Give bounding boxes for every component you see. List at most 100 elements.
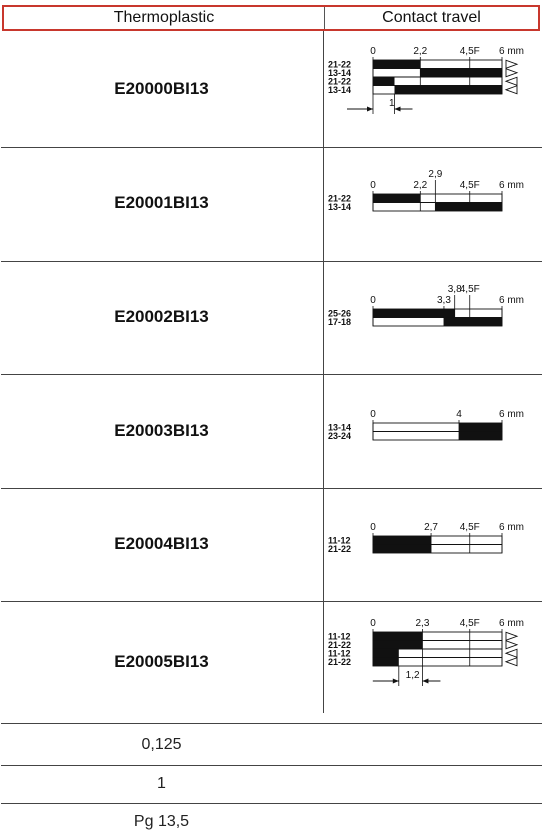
tick-label: 4,5F [460, 284, 480, 295]
tick-label: 2,7 [424, 522, 438, 533]
row-separator [1, 723, 542, 724]
contact-closed-segment [373, 536, 432, 545]
contact-travel-diagram: 0 2,3 4,5F 6 mm 11-12 21-22 11-12 21-22 1,2 [325, 610, 540, 715]
tick-label: 0 [370, 409, 376, 420]
contact-travel-diagram: 0 2,2 2,9 4,5F 6 mm 21-22 13-14 [325, 158, 540, 250]
contact-closed-segment [373, 60, 421, 69]
contact-label: 17-18 [328, 317, 351, 327]
contact-label: 25-26 [328, 309, 351, 319]
contact-travel-diagram: 0 2,2 4,5F 6 mm 21-22 13-14 21-22 13-14 1 [325, 38, 540, 143]
product-code: E20002BI13 [114, 307, 209, 326]
tick-label: 2,9 [428, 169, 442, 180]
contact-label: 21-22 [328, 657, 351, 667]
direction-arrow-icon [504, 657, 518, 667]
row-separator [1, 261, 542, 262]
tick-label: 0 [370, 180, 376, 191]
direction-arrow-icon [505, 68, 519, 78]
tick-label: 6 mm [499, 295, 524, 306]
contact-label: 11-12 [328, 632, 351, 642]
direction-arrow-icon [505, 631, 519, 641]
row-separator [1, 765, 542, 766]
direction-arrow-icon [505, 59, 519, 69]
contact-closed-segment [373, 649, 399, 658]
product-code: E20005BI13 [114, 652, 209, 671]
tick-label: 4,5F [460, 46, 480, 57]
row-separator [1, 488, 542, 489]
tick-label: 6 mm [499, 409, 524, 420]
tick-label: 0 [370, 295, 376, 306]
contact-travel-diagram: 0 4 6 mm 13-14 23-24 [325, 387, 540, 479]
row-separator [1, 374, 542, 375]
direction-arrow-icon [504, 85, 518, 95]
tick-label: 4,5F [460, 180, 480, 191]
tick-label: 3,3 [437, 295, 451, 306]
row-separator [1, 803, 542, 804]
contact-closed-segment [459, 431, 502, 440]
dimension-arrowhead-icon [394, 106, 401, 112]
contact-label: 21-22 [328, 194, 351, 204]
row-separator [1, 601, 542, 602]
tick-label: 0 [370, 618, 376, 629]
contact-closed-segment [373, 544, 432, 553]
tick-label: 6 mm [499, 46, 524, 57]
contact-closed-segment [459, 423, 502, 432]
dimension-label: 1,2 [406, 670, 420, 681]
contact-closed-segment [373, 640, 423, 649]
tick-label: 0 [370, 522, 376, 533]
column-divider [323, 31, 324, 713]
contact-closed-segment [373, 657, 399, 666]
spec-value: 0,125 [141, 736, 182, 753]
contact-travel-diagram: 0 3,3 3,8 4,5F 6 mm 25-26 17-18 [325, 273, 540, 365]
tick-label: 6 mm [499, 180, 524, 191]
row-separator [1, 147, 542, 148]
contact-closed-segment [435, 202, 502, 211]
tick-label: 2,2 [413, 46, 427, 57]
contact-closed-segment [394, 85, 502, 94]
product-code: E20004BI13 [114, 534, 209, 553]
tick-label: 4,5F [460, 522, 480, 533]
contact-closed-segment [373, 309, 455, 318]
tick-label: 6 mm [499, 618, 524, 629]
header-contact-travel: Contact travel [382, 9, 481, 26]
direction-arrow-icon [505, 640, 519, 650]
contact-closed-segment [373, 77, 395, 86]
direction-arrow-icon [504, 648, 518, 658]
contact-closed-segment [373, 194, 421, 203]
table-header: Thermoplastic Contact travel [2, 5, 540, 31]
product-code: E20001BI13 [114, 193, 209, 212]
tick-label: 0 [370, 46, 376, 57]
contact-closed-segment [443, 317, 502, 326]
contact-label: 11-12 [328, 536, 351, 546]
product-code: E20000BI13 [114, 79, 209, 98]
dimension-arrowhead-icon [422, 678, 429, 684]
contact-travel-diagram: 0 2,7 4,5F 6 mm 11-12 21-22 [325, 500, 540, 592]
contact-label: 13-14 [328, 423, 351, 433]
header-thermoplastic: Thermoplastic [4, 7, 325, 29]
spec-value: 1 [157, 775, 166, 792]
tick-label: 3,8 [448, 284, 462, 295]
dimension-arrowhead-icon [392, 678, 399, 684]
spec-value: Pg 13,5 [133, 813, 190, 830]
contact-label: 23-24 [328, 431, 351, 441]
tick-label: 2,3 [415, 618, 429, 629]
direction-arrow-icon [504, 76, 518, 86]
contact-label: 13-14 [328, 68, 351, 78]
contact-label: 21-22 [328, 544, 351, 554]
dimension-arrowhead-icon [367, 106, 373, 112]
tick-label: 2,2 [413, 180, 427, 191]
contact-label: 13-14 [328, 202, 351, 212]
product-code: E20003BI13 [114, 421, 209, 440]
contact-label: 13-14 [328, 85, 351, 95]
contact-label: 21-22 [328, 640, 351, 650]
contact-label: 21-22 [328, 60, 351, 70]
tick-label: 4 [456, 409, 462, 420]
dimension-label: 1 [389, 98, 395, 109]
contact-closed-segment [420, 68, 502, 77]
contact-label: 21-22 [328, 77, 351, 87]
tick-label: 4,5F [460, 618, 480, 629]
